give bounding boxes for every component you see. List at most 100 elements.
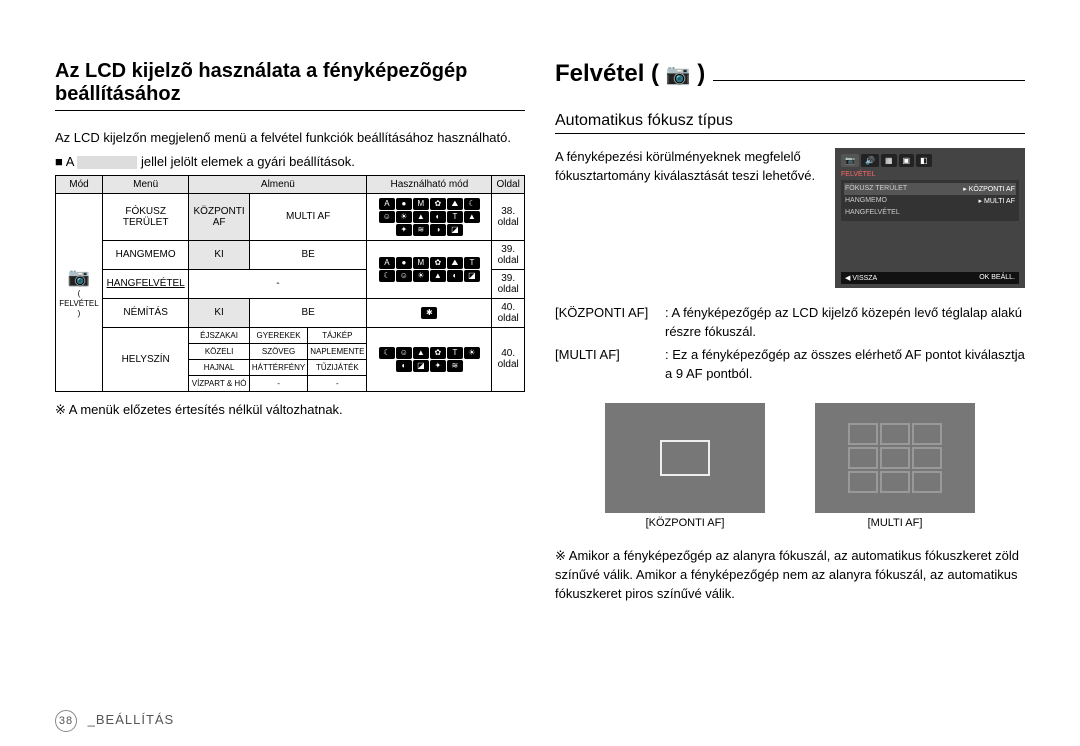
marker-row: ■ A jellel jelölt elemek a gyári beállít… <box>55 154 525 169</box>
mode-icon-box: ≋ <box>413 224 429 236</box>
page-cell: 39. oldal <box>492 269 525 298</box>
icon-cell: A●M✿⛰T ☾☺☀▲◐◪ <box>367 240 492 298</box>
thumb-label: [KÖZPONTI AF] <box>605 517 765 529</box>
page-cell: 40. oldal <box>492 327 525 391</box>
thumbnails-row: [KÖZPONTI AF] [MULTI AF] <box>555 403 1025 529</box>
submenu-cell: BE <box>249 298 367 327</box>
mode-icon-box: ☾ <box>379 270 395 282</box>
submenu-cell: MULTI AF <box>249 193 367 240</box>
definitions: [KÖZPONTI AF] : A fényképezőgép az LCD k… <box>555 304 1025 383</box>
mode-icon-box: ◐ <box>430 211 446 223</box>
footer-section: _BEÁLLÍTÁS <box>88 712 175 727</box>
def-term: [KÖZPONTI AF] <box>555 304 665 342</box>
col-usable-mode: Használható mód <box>367 175 492 193</box>
mode-icon-box: M <box>413 198 429 210</box>
mode-cell: 📷 ( FELVÉTEL ) <box>56 193 103 391</box>
osd-preview: 📷 🔊 ▦ ▣ ◧ FELVÉTEL FÓKUSZ TERÜLET ▸ KÖZP… <box>835 148 1025 288</box>
submenu-cell: BE <box>249 240 367 269</box>
mode-icon-box: ☺ <box>396 270 412 282</box>
mode-icon-box: ◐ <box>396 360 412 372</box>
title-rule <box>713 80 1025 81</box>
submenu-cell: TÁJKÉP <box>308 327 367 343</box>
osd-label: HANGFELVÉTEL <box>845 209 900 216</box>
mode-icon-box: T <box>447 211 463 223</box>
mode-icon-box: ◪ <box>413 360 429 372</box>
osd-tabs: 📷 🔊 ▦ ▣ ◧ <box>841 154 1019 167</box>
def-desc: : Ez a fényképezőgép az összes elérhető … <box>665 346 1025 384</box>
thumb-label: [MULTI AF] <box>815 517 975 529</box>
osd-tab-icon: 🔊 <box>861 154 879 167</box>
mode-icon-box: T <box>447 347 463 359</box>
marker-prefix: A <box>66 154 74 169</box>
menu-cell: HELYSZÍN <box>103 327 189 391</box>
mode-icon-box: ☺ <box>379 211 395 223</box>
menu-cell: HANGFELVÉTEL <box>103 269 189 298</box>
mode-icon-box: ▲ <box>430 270 446 282</box>
submenu-cell: KI <box>189 240 250 269</box>
mode-icon-box: T <box>464 257 480 269</box>
left-title: Az LCD kijelzõ használata a fényképezõgé… <box>55 60 525 111</box>
submenu-cell: - <box>189 269 367 298</box>
mode-icon-box: ● <box>396 198 412 210</box>
osd-tab-icon: ▦ <box>881 154 897 167</box>
page-number: 38 <box>55 710 77 732</box>
def-row: [KÖZPONTI AF] : A fényképezőgép az LCD k… <box>555 304 1025 342</box>
mode-icon-box: ☾ <box>464 198 480 210</box>
menu-cell: FÓKUSZ TERÜLET <box>103 193 189 240</box>
submenu-cell: SZÖVEG <box>249 343 307 359</box>
osd-title: FELVÉTEL <box>841 171 1019 178</box>
table-row: HELYSZÍN ÉJSZAKAI GYEREKEK TÁJKÉP ☾☺▲✿T … <box>56 327 525 343</box>
right-title-text: Felvétel ( <box>555 60 659 87</box>
right-heading-row: Felvétel ( 📷 ) <box>555 60 1025 106</box>
menu-cell: HANGMEMO <box>103 240 189 269</box>
mode-icon-box: ≋ <box>447 360 463 372</box>
mode-icon-box: ◑ <box>430 224 446 236</box>
right-intro-row: A fényképezési körülményeknek megfelelő … <box>555 148 1025 288</box>
mode-icon-box: ▲ <box>413 211 429 223</box>
mode-icon-box: ✿ <box>430 257 446 269</box>
camera-icon: 📷 <box>666 64 691 86</box>
right-intro-text: A fényképezési körülményeknek megfelelő … <box>555 148 821 288</box>
submenu-cell: - <box>308 375 367 391</box>
mode-icon-box: ⛰ <box>447 198 463 210</box>
page-footer: 38 _BEÁLLÍTÁS <box>55 710 174 732</box>
submenu-cell: HAJNAL <box>189 359 250 375</box>
page-cell: 40. oldal <box>492 298 525 327</box>
thumb-preview-center <box>605 403 765 513</box>
osd-tab-icon: 📷 <box>841 154 859 167</box>
mode-icons: ✱ <box>369 306 489 320</box>
osd-value: ▸ KÖZPONTI AF <box>963 185 1015 193</box>
page-cell: 38. oldal <box>492 193 525 240</box>
table-row: HANGMEMO KI BE A●M✿⛰T ☾☺☀▲◐◪ 39. oldal <box>56 240 525 269</box>
right-title-close: ) <box>697 60 705 87</box>
submenu-cell: KI <box>189 298 250 327</box>
submenu-cell: HÁTTÉRFÉNY <box>249 359 307 375</box>
mode-icon-box: ▲ <box>464 211 480 223</box>
mode-icon-box: ▲ <box>413 347 429 359</box>
mode-icon-box: ☀ <box>413 270 429 282</box>
submenu-cell: VÍZPART & HÓ <box>189 375 250 391</box>
osd-footer-right: OK BEÁLL. <box>979 274 1015 282</box>
mode-icon-box: A <box>379 257 395 269</box>
mode-icon-box: ✦ <box>396 224 412 236</box>
mode-icon-box: ◪ <box>464 270 480 282</box>
mode-icon-box: ✦ <box>430 360 446 372</box>
shaded-sample-box <box>77 156 137 169</box>
submenu-cell: KÖZPONTI AF <box>189 193 250 240</box>
submenu-cell: KÖZELI <box>189 343 250 359</box>
col-submenu: Almenü <box>189 175 367 193</box>
icon-cell: ✱ <box>367 298 492 327</box>
col-page: Oldal <box>492 175 525 193</box>
osd-label: FÓKUSZ TERÜLET <box>845 185 907 193</box>
marker-suffix: jellel jelölt elemek a gyári beállítások… <box>141 154 355 169</box>
left-column: Az LCD kijelzõ használata a fényképezõgé… <box>55 60 525 706</box>
osd-line: HANGFELVÉTEL <box>844 207 1016 218</box>
table-row: NÉMÍTÁS KI BE ✱ 40. oldal <box>56 298 525 327</box>
table-row: 📷 ( FELVÉTEL ) FÓKUSZ TERÜLET KÖZPONTI A… <box>56 193 525 240</box>
right-subheading: Automatikus fókusz típus <box>555 112 1025 134</box>
thumb-item: [MULTI AF] <box>815 403 975 529</box>
mode-icon-box: M <box>413 257 429 269</box>
mode-icon-box: ☺ <box>396 347 412 359</box>
col-mode: Mód <box>56 175 103 193</box>
submenu-cell: GYEREKEK <box>249 327 307 343</box>
